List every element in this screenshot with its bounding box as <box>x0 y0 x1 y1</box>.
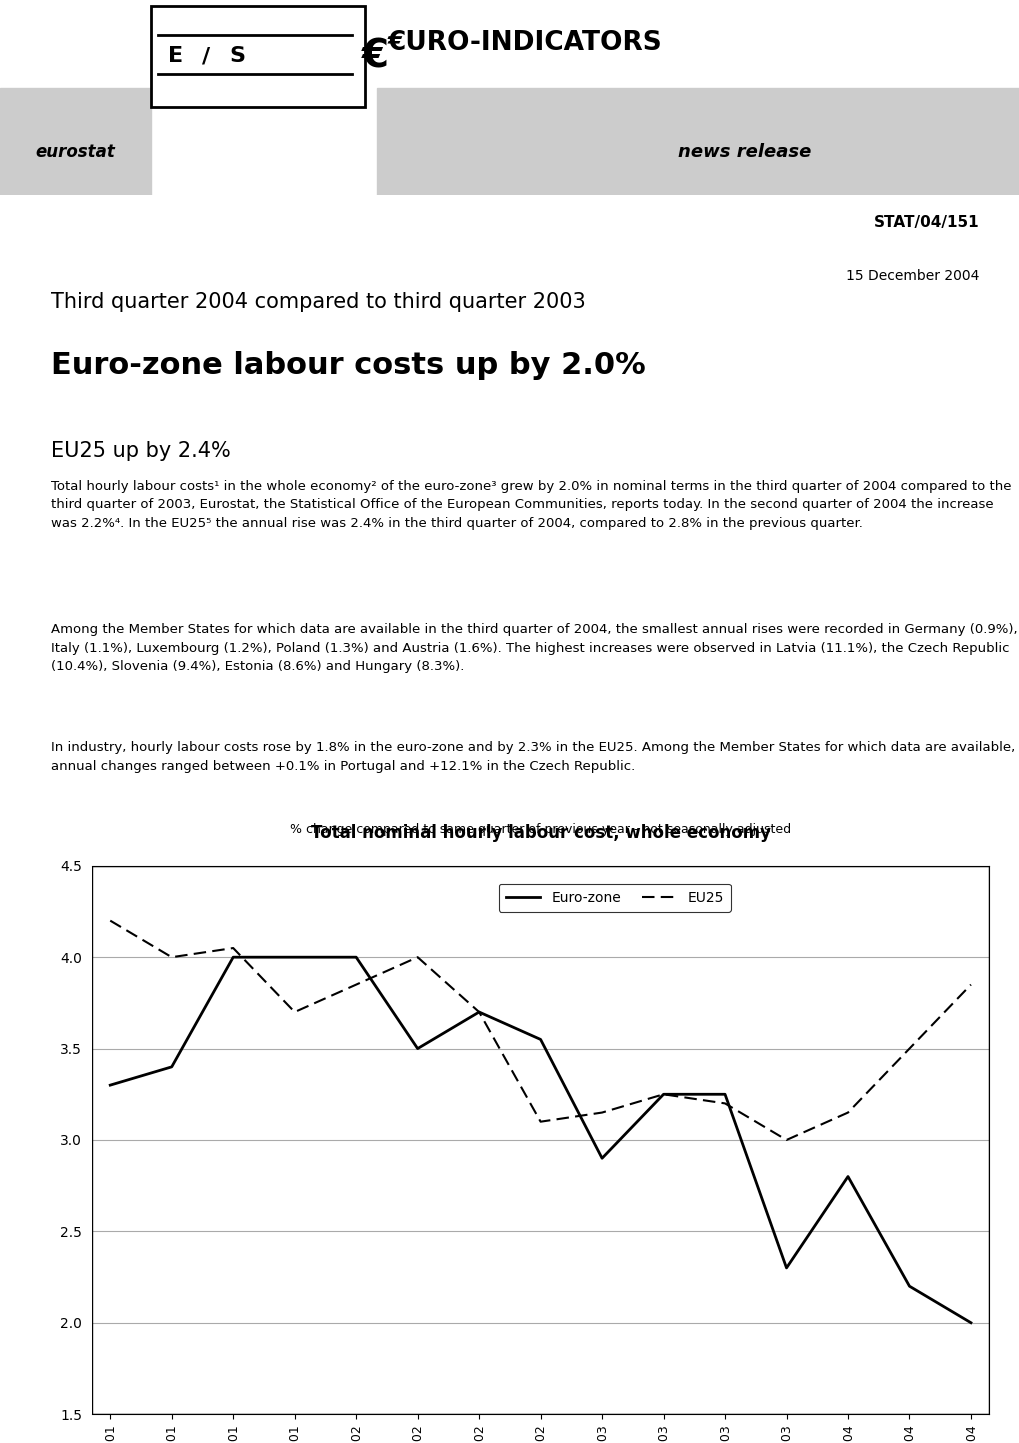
Text: eurostat: eurostat <box>36 143 115 162</box>
Title: Total nominal hourly labour cost, whole economy: Total nominal hourly labour cost, whole … <box>311 824 769 843</box>
Bar <box>377 88 1019 195</box>
Text: Among the Member States for which data are available in the third quarter of 200: Among the Member States for which data a… <box>51 623 1017 674</box>
FancyBboxPatch shape <box>151 6 365 107</box>
Text: % change compared to same quarter of previous year - not seasonally adjusted: % change compared to same quarter of pre… <box>289 823 791 835</box>
Text: STAT/04/151: STAT/04/151 <box>872 215 978 229</box>
Text: In industry, hourly labour costs rose by 1.8% in the euro-zone and by 2.3% in th: In industry, hourly labour costs rose by… <box>51 742 1014 772</box>
Text: Third quarter 2004 compared to third quarter 2003: Third quarter 2004 compared to third qua… <box>51 293 585 313</box>
Text: Total hourly labour costs¹ in the whole economy² of the euro-zone³ grew by 2.0% : Total hourly labour costs¹ in the whole … <box>51 481 1011 530</box>
Text: news release: news release <box>678 143 810 162</box>
Text: €: € <box>362 38 388 75</box>
Text: E: E <box>168 46 183 66</box>
Text: EU25 up by 2.4%: EU25 up by 2.4% <box>51 440 230 460</box>
Text: S: S <box>229 46 246 66</box>
Text: /: / <box>202 46 210 66</box>
Bar <box>0 88 151 195</box>
Legend: Euro-zone, EU25: Euro-zone, EU25 <box>498 883 731 912</box>
Text: 15 December 2004: 15 December 2004 <box>845 268 978 283</box>
Text: Euro-zone labour costs up by 2.0%: Euro-zone labour costs up by 2.0% <box>51 351 645 380</box>
Text: €URO-INDICATORS: €URO-INDICATORS <box>387 30 661 56</box>
